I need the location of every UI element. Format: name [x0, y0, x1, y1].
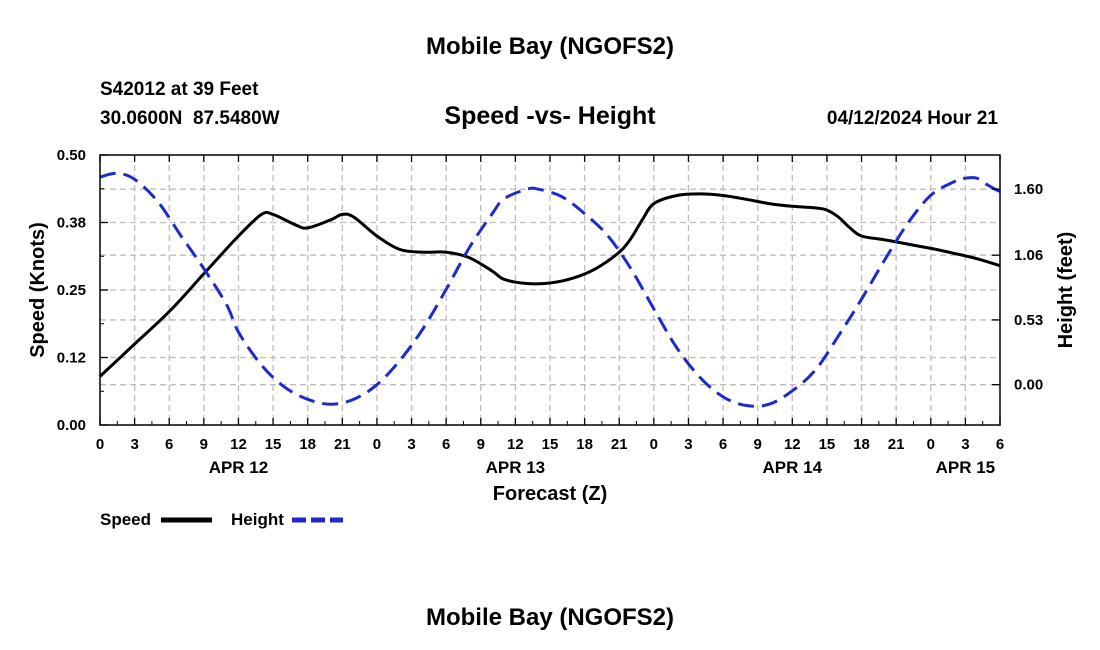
grid [100, 154, 1000, 425]
x-tick-label: 9 [200, 436, 208, 453]
x-tick-label: 3 [130, 436, 138, 453]
chart-subtitle: Speed -vs- Height [444, 102, 656, 130]
x-tick-label: 18 [576, 436, 593, 453]
series-layer [98, 171, 1001, 408]
x-tick-label: 18 [853, 436, 870, 453]
x-tick-label: 18 [299, 436, 316, 453]
x-tick-label: 15 [265, 436, 282, 453]
y2-tick-label: 0.53 [1014, 312, 1043, 329]
date-label: APR 14 [763, 458, 823, 477]
y-axis-label: Speed (Knots) [27, 222, 49, 358]
x-tick-label: 6 [996, 436, 1004, 453]
x-tick-label: 9 [477, 436, 485, 453]
legend-height-label: Height [231, 510, 284, 529]
x-tick-label: 0 [927, 436, 935, 453]
date-label: APR 12 [209, 458, 269, 477]
y-tick-label: 0.38 [57, 215, 86, 232]
x-tick-label: 15 [542, 436, 559, 453]
y2-tick-label: 0.00 [1014, 377, 1043, 394]
x-tick-label: 3 [961, 436, 969, 453]
x-tick-label: 0 [650, 436, 658, 453]
x-tick-label: 21 [611, 436, 628, 453]
x-tick-label: 0 [96, 436, 104, 453]
x-tick-label: 6 [165, 436, 173, 453]
x-axis-label: Forecast (Z) [493, 483, 607, 505]
date-label: APR 13 [486, 458, 546, 477]
x-tick-label: 0 [373, 436, 381, 453]
chart-title: Mobile Bay (NGOFS2) [426, 33, 674, 60]
y2-tick-label: 1.60 [1014, 181, 1043, 198]
coords-label: 30.0600N 87.5480W [100, 108, 280, 129]
y-tick-label: 0.50 [57, 147, 86, 164]
legend-speed-label: Speed [100, 510, 151, 529]
axes: 0 3 6 9 12 15 18 21 0 3 6 9 12 15 18 21 0 3 6 9 12 15 18 21 0 3 6A… [57, 147, 1043, 477]
x-tick-label: 3 [684, 436, 692, 453]
legend: Speed Height [100, 510, 343, 529]
series-line-height [99, 171, 1001, 408]
x-tick-label: 12 [230, 436, 247, 453]
x-tick-label: 12 [784, 436, 801, 453]
station-label: S42012 at 39 Feet [100, 79, 259, 100]
y-tick-label: 0.25 [57, 282, 86, 299]
x-tick-label: 9 [754, 436, 762, 453]
footer-title: Mobile Bay (NGOFS2) [426, 604, 674, 631]
date-label: APR 15 [936, 458, 996, 477]
series-line-speed [98, 192, 1001, 378]
x-tick-label: 12 [507, 436, 524, 453]
x-tick-label: 15 [819, 436, 836, 453]
datetime-label: 04/12/2024 Hour 21 [827, 108, 999, 129]
x-tick-label: 3 [407, 436, 415, 453]
y-tick-label: 0.00 [57, 417, 86, 434]
x-tick-label: 21 [334, 436, 351, 453]
x-tick-label: 21 [888, 436, 905, 453]
x-tick-label: 6 [719, 436, 727, 453]
y2-tick-label: 1.06 [1014, 247, 1043, 264]
y-tick-label: 0.12 [57, 350, 86, 367]
x-tick-label: 6 [442, 436, 450, 453]
y2-axis-label: Height (feet) [1055, 232, 1077, 349]
